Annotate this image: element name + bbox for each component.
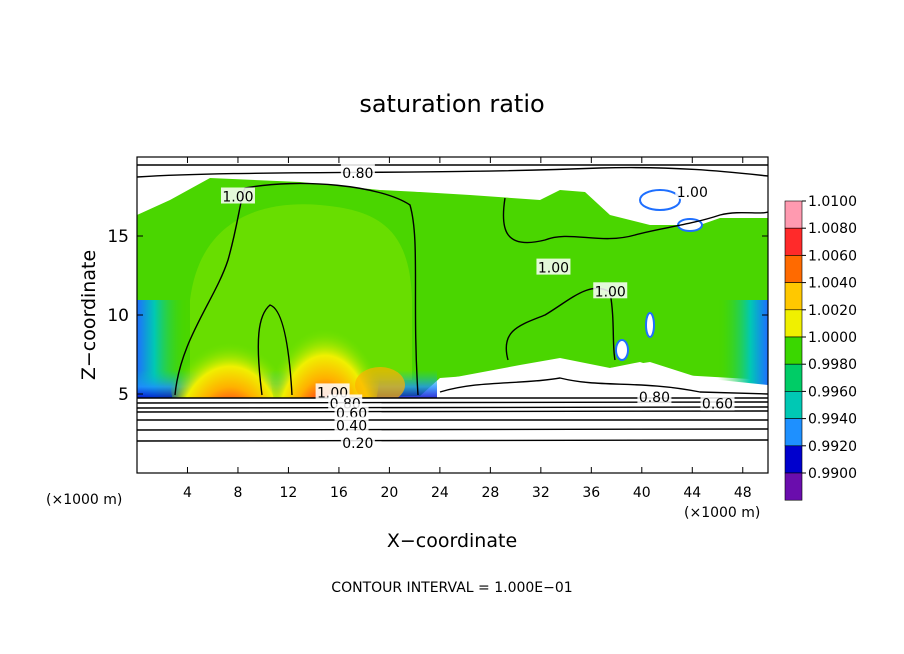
colorbar-label: 1.0060 xyxy=(808,248,857,264)
y-tick-label: 5 xyxy=(118,385,129,405)
colorbar: 1.0100 1.0080 1.0060 1.0040 1.0020 1.0000 0.99… xyxy=(784,194,857,501)
colorbar-label: 1.0100 xyxy=(808,194,857,210)
colorbar-label: 1.0000 xyxy=(808,330,857,346)
x-tick-label: 20 xyxy=(380,485,398,501)
contour-label: 0.80 xyxy=(639,390,670,406)
x-tick-label: 8 xyxy=(233,485,242,501)
contour-label-bg xyxy=(340,433,375,450)
colorbar-swatch xyxy=(784,336,803,365)
colorbar-label: 0.9920 xyxy=(808,439,857,455)
contour-label-bg xyxy=(536,258,571,275)
colorbar-swatch xyxy=(784,363,803,392)
contour-label-bg xyxy=(220,187,255,204)
colorbar-swatch xyxy=(784,227,803,256)
x-axis-label: X−coordinate xyxy=(387,530,517,552)
colorbar-swatch xyxy=(784,282,803,311)
contour-labels: 0.801.001.001.001.001.000.800.600.400.20… xyxy=(220,163,735,452)
y-tick-label: 10 xyxy=(107,306,129,326)
colorbar-swatch xyxy=(784,472,803,501)
x-tick-label: 48 xyxy=(734,485,752,501)
colorbar-swatch xyxy=(784,391,803,419)
contour-label: 1.00 xyxy=(222,190,253,206)
x-tick-label: 32 xyxy=(532,485,550,501)
chart-title: saturation ratio xyxy=(359,90,544,118)
colorbar-label: 0.9960 xyxy=(808,384,857,400)
x-tick-label: 16 xyxy=(330,485,348,501)
colorbar-label: 0.9940 xyxy=(808,412,857,428)
contour-interval-note: CONTOUR INTERVAL = 1.000E−01 xyxy=(331,580,572,596)
colorbar-label: 1.0040 xyxy=(808,276,857,292)
colorbar-label: 1.0020 xyxy=(808,303,857,319)
x-tick-label: 28 xyxy=(481,485,499,501)
contour-label-bg xyxy=(334,416,369,433)
y-tick-label: 15 xyxy=(107,227,129,247)
colorbar-label: 0.9900 xyxy=(808,466,857,482)
colorbar-swatch xyxy=(784,445,803,474)
heatmap-field xyxy=(137,157,768,473)
contour-label: 0.40 xyxy=(336,419,367,435)
colorbar-swatch xyxy=(784,255,803,283)
y-axis-label: Z−coordinate xyxy=(78,250,100,380)
contour-label-bg xyxy=(340,163,375,180)
colorbar-label: 1.0080 xyxy=(808,221,857,237)
contour-label: 0.60 xyxy=(702,396,733,412)
contour-label-bg xyxy=(334,403,369,420)
x-tick-label: 24 xyxy=(431,485,449,501)
x-tick-label: 40 xyxy=(633,485,651,501)
contour-label: 1.00 xyxy=(595,284,626,300)
contour-label: 0.80 xyxy=(342,166,373,182)
contour-label: 1.00 xyxy=(677,185,708,201)
contour-label-bg xyxy=(637,388,672,405)
x-tick-label: 4 xyxy=(183,485,192,501)
colorbar-swatch xyxy=(784,200,803,229)
x-tick-label: 44 xyxy=(683,485,701,501)
contour-label: 0.20 xyxy=(342,436,373,452)
contour-label: 1.00 xyxy=(538,261,569,277)
x-tick-label: 12 xyxy=(280,485,298,501)
colorbar-label: 0.9980 xyxy=(808,357,857,373)
x-unit-right: (×1000 m) xyxy=(684,505,760,521)
contour-label-bg xyxy=(675,182,710,199)
x-unit-left: (×1000 m) xyxy=(46,492,122,508)
x-tick-label: 36 xyxy=(582,485,600,501)
contour-label-bg xyxy=(593,282,628,299)
colorbar-swatch xyxy=(784,309,803,338)
contour-label-bg xyxy=(700,394,735,411)
colorbar-swatch xyxy=(784,418,803,447)
